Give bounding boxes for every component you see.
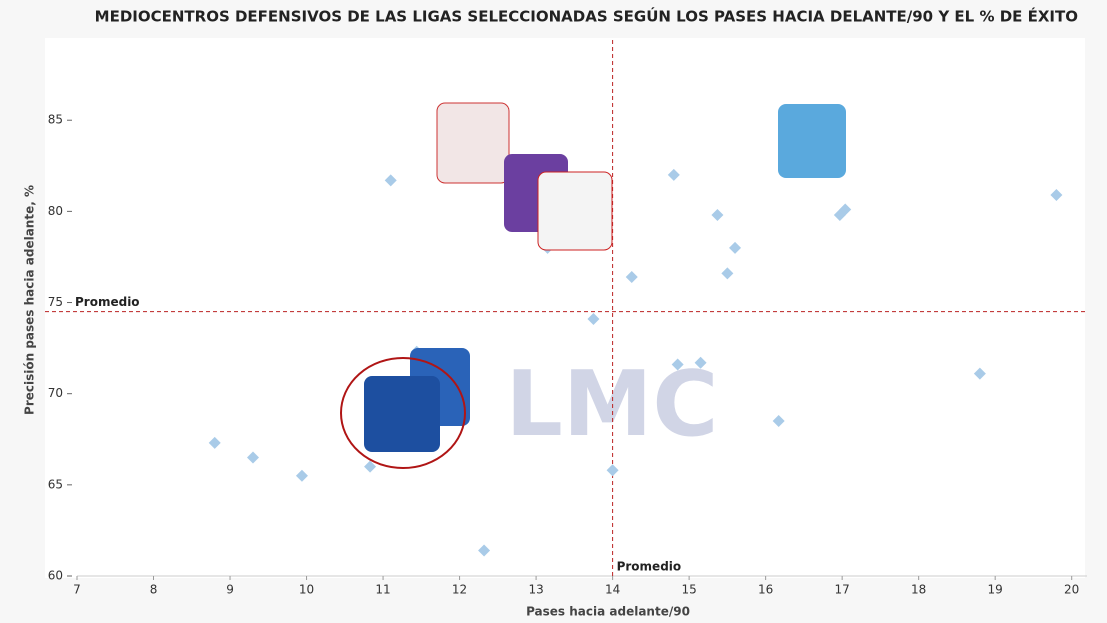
x-tick-label: 20 [1064,583,1079,597]
point [711,209,724,222]
x-tick-label: 12 [452,583,467,597]
player-photo [364,376,440,452]
point [671,358,684,371]
average-label: Promedio [75,295,140,309]
y-tick-label: 65 [48,477,63,491]
x-tick-label: 7 [73,583,81,597]
player-photo [778,104,846,178]
player-photo [436,102,510,184]
player-photos [340,102,846,469]
x-tick-label: 13 [528,583,543,597]
point [364,460,377,473]
point [772,415,785,428]
highlight-circle [340,357,466,469]
point [839,203,852,216]
point [478,544,491,557]
point [667,168,680,181]
y-tick-label: 70 [48,386,63,400]
x-tick-label: 18 [911,583,926,597]
x-tick-label: 19 [988,583,1003,597]
x-tick-label: 16 [758,583,773,597]
x-tick-label: 17 [835,583,850,597]
point [625,271,638,284]
x-tick-label: 10 [299,583,314,597]
y-tick-label: 80 [48,204,63,218]
point [384,174,397,187]
point [587,312,600,325]
watermark: LMC [506,352,719,457]
x-tick-label: 9 [226,583,234,597]
x-tick-label: 14 [605,583,620,597]
chart-title: MEDIOCENTROS DEFENSIVOS DE LAS LIGAS SEL… [95,7,1078,26]
player-photo [537,171,613,251]
point [721,267,734,280]
point [694,356,707,369]
y-tick-label: 75 [48,295,63,309]
point [295,469,308,482]
x-tick-label: 15 [681,583,696,597]
point [1050,188,1063,201]
point [973,367,986,380]
x-axis-label: Pases hacia adelante/90 [526,605,690,619]
point [246,451,259,464]
point [208,436,221,449]
y-axis-label: Precisión pases hacia adelante, % [23,185,37,415]
x-tick-label: 8 [150,583,158,597]
average-label: Promedio [617,560,682,574]
x-tick-label: 11 [375,583,390,597]
plot-area [45,38,1085,578]
point [606,464,619,477]
point [729,241,742,254]
y-tick-label: 60 [48,569,63,583]
y-tick-label: 85 [48,113,63,127]
